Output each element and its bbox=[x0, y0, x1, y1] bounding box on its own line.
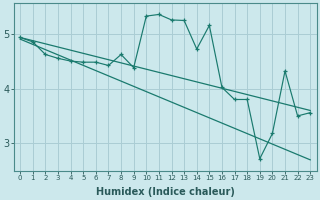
X-axis label: Humidex (Indice chaleur): Humidex (Indice chaleur) bbox=[96, 187, 235, 197]
